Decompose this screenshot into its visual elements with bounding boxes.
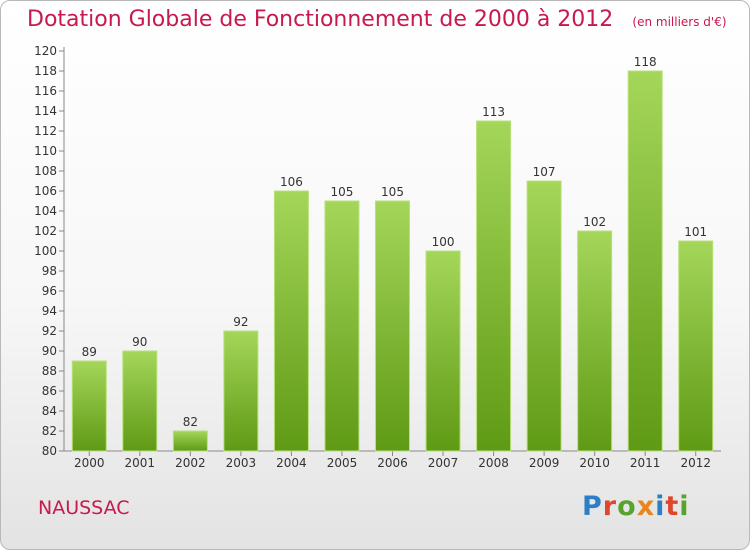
bar — [172, 430, 208, 452]
brand-letter: r — [602, 491, 618, 522]
y-tick-label: 102 — [34, 224, 57, 238]
y-tick-label: 80 — [42, 444, 57, 458]
y-tick-label: 110 — [34, 144, 57, 158]
bar-value-label: 100 — [432, 235, 455, 249]
bar — [324, 200, 360, 452]
bar — [627, 70, 663, 452]
y-tick-label: 86 — [42, 384, 57, 398]
bars — [71, 70, 714, 452]
x-tick-label: 2009 — [529, 456, 560, 470]
brand-letter: P — [582, 491, 603, 522]
brand-letter: o — [617, 491, 637, 522]
title-row: Dotation Globale de Fonctionnement de 20… — [27, 7, 727, 32]
bar — [577, 230, 613, 452]
x-tick-label: 2007 — [428, 456, 459, 470]
brand-letter: t — [665, 491, 680, 522]
brand-letter: i — [679, 491, 690, 522]
y-tick-label: 82 — [42, 424, 57, 438]
chart-title: Dotation Globale de Fonctionnement de 20… — [27, 7, 614, 32]
x-tick-label: 2003 — [226, 456, 257, 470]
brand-logo[interactable]: Proxiti — [582, 491, 690, 522]
y-tick-label: 94 — [42, 304, 57, 318]
chart-unit-label: (en milliers d'€) — [632, 15, 727, 29]
bar-value-label: 105 — [381, 185, 404, 199]
y-tick-label: 114 — [34, 104, 57, 118]
commune-name: NAUSSAC — [38, 497, 130, 519]
y-tick-label: 118 — [34, 64, 57, 78]
bar — [223, 330, 259, 452]
x-tick-label: 2005 — [327, 456, 358, 470]
bar — [678, 240, 714, 452]
y-tick-label: 98 — [42, 264, 57, 278]
bar-value-label: 113 — [482, 105, 505, 119]
y-tick-label: 116 — [34, 84, 57, 98]
x-tick-label: 2010 — [579, 456, 610, 470]
x-tick-label: 2004 — [276, 456, 307, 470]
y-tick-label: 96 — [42, 284, 57, 298]
x-tick-label: 2008 — [478, 456, 509, 470]
brand-letter: x — [636, 491, 656, 522]
bar-value-label: 90 — [132, 335, 147, 349]
x-tick-label: 2011 — [630, 456, 661, 470]
axes: 80 82 84 86 88 90 92 94 96 98 100 102 104 106 108 110 11… — [34, 44, 721, 470]
y-tick-label: 88 — [42, 364, 57, 378]
y-tick-label: 100 — [34, 244, 57, 258]
bar — [273, 190, 309, 452]
y-tick-label: 84 — [42, 404, 57, 418]
bar-value-label: 105 — [331, 185, 354, 199]
bar — [71, 360, 107, 452]
y-tick-label: 120 — [34, 44, 57, 58]
x-tick-label: 2006 — [377, 456, 408, 470]
y-tick-label: 112 — [34, 124, 57, 138]
x-tick-label: 2012 — [680, 456, 711, 470]
bar — [425, 250, 461, 452]
x-tick-label: 2002 — [175, 456, 206, 470]
bar — [526, 180, 562, 452]
y-tick-label: 108 — [34, 164, 57, 178]
bar — [375, 200, 410, 452]
bar-value-label: 107 — [533, 165, 556, 179]
y-tick-label: 90 — [42, 344, 57, 358]
y-tick-label: 92 — [42, 324, 57, 338]
y-tick-label: 106 — [34, 184, 57, 198]
bar-value-label: 82 — [183, 415, 198, 429]
bar-value-label: 102 — [583, 215, 606, 229]
brand-letter: i — [655, 491, 666, 522]
y-tick-label: 104 — [34, 204, 57, 218]
bar-value-label: 89 — [82, 345, 97, 359]
bar-value-label: 101 — [684, 225, 707, 239]
bar-value-label: 106 — [280, 175, 303, 189]
data-labels: 89 90 82 92 106 105 105 100 113 107 102 118 101 — [82, 55, 708, 429]
bar — [476, 120, 512, 452]
bar-value-label: 92 — [233, 315, 248, 329]
x-tick-label: 2001 — [125, 456, 156, 470]
x-tick-label: 2000 — [74, 456, 105, 470]
bar — [122, 350, 158, 452]
bar-value-label: 118 — [634, 55, 657, 69]
